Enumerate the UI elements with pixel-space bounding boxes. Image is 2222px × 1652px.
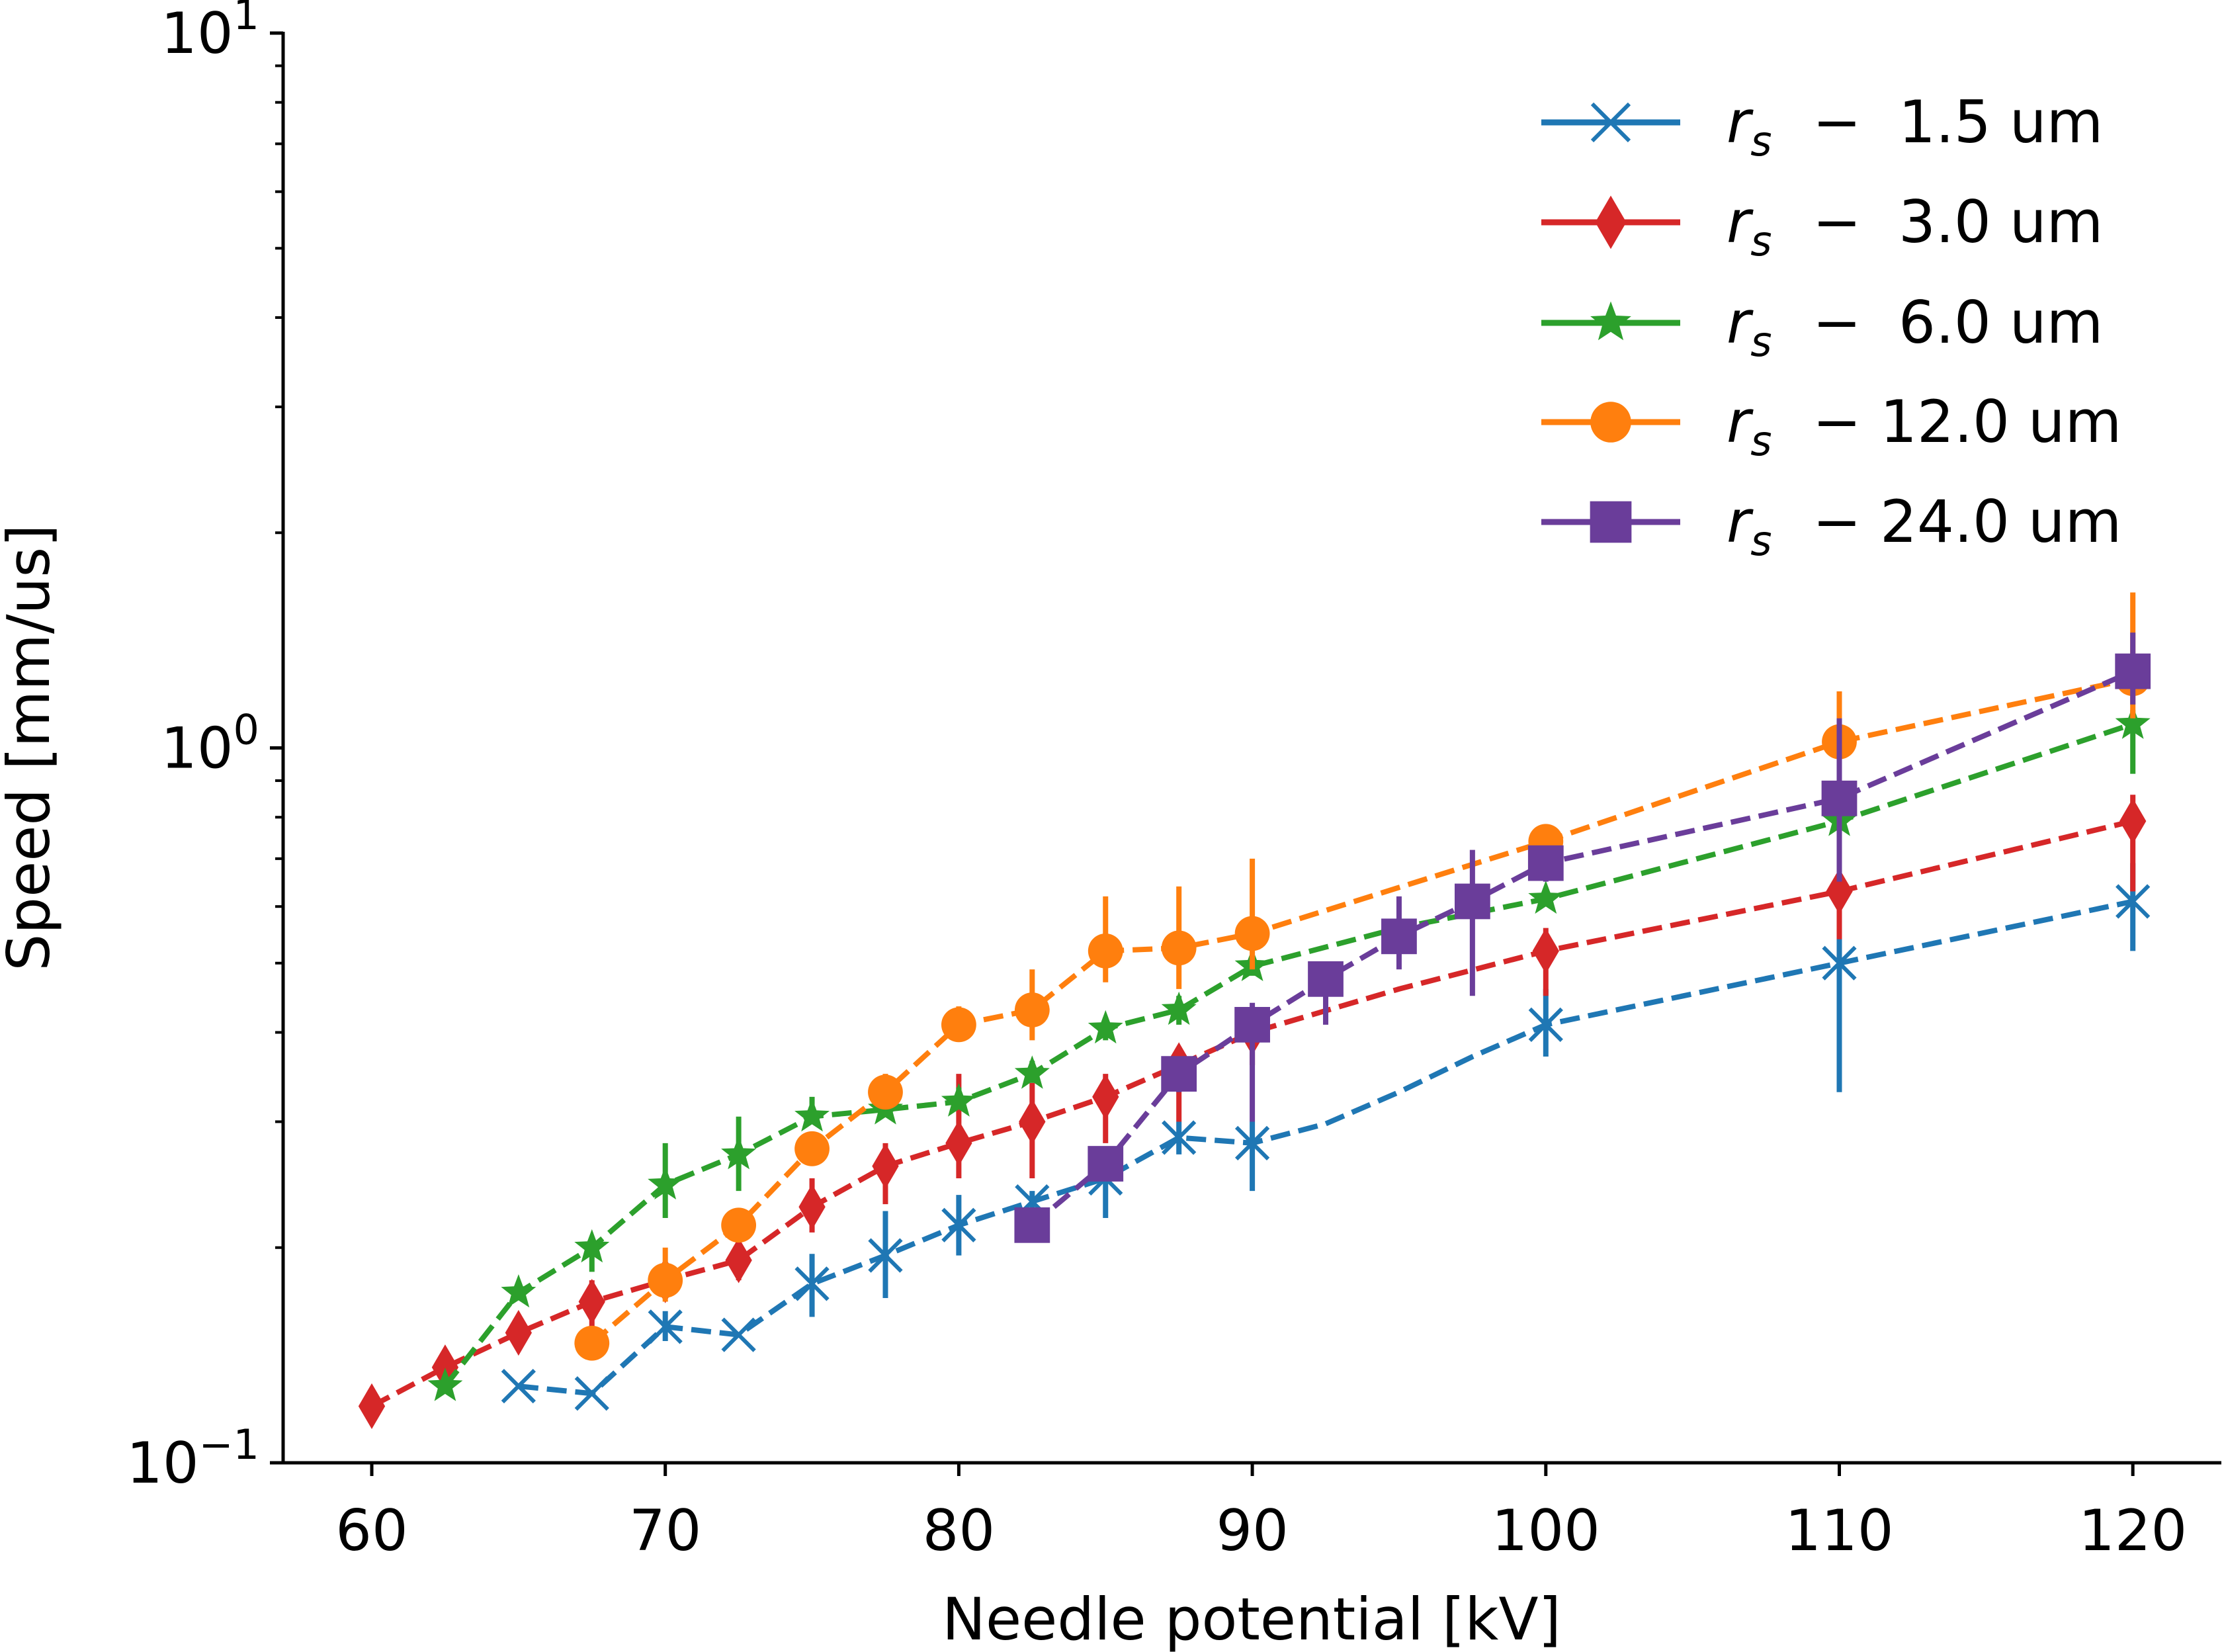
data-point bbox=[427, 1368, 463, 1401]
data-point bbox=[798, 1184, 826, 1230]
data-point bbox=[648, 1309, 683, 1344]
legend-item: rs −12.0 um bbox=[1541, 388, 2121, 465]
series-line bbox=[590, 675, 2134, 1346]
data-point bbox=[1381, 918, 1417, 955]
data-point bbox=[648, 1262, 683, 1298]
x-tick-label: 80 bbox=[923, 1498, 995, 1564]
data-point bbox=[868, 1074, 903, 1110]
x-ticks: 60 70 80 90 100 110 120 bbox=[335, 1463, 2187, 1564]
data-point bbox=[868, 1238, 903, 1273]
y-tick-label: 100 bbox=[161, 706, 259, 782]
x-tick-label: 120 bbox=[2078, 1498, 2187, 1564]
data-point bbox=[1014, 1055, 1050, 1089]
legend-item: rs − 3.0 um bbox=[1541, 188, 2103, 265]
data-point bbox=[1088, 933, 1123, 969]
data-point bbox=[2115, 653, 2151, 689]
data-point bbox=[872, 1143, 899, 1190]
data-point bbox=[1019, 1098, 1046, 1145]
y-tick-label: 10−1 bbox=[126, 1420, 259, 1497]
data-point bbox=[721, 1207, 757, 1243]
x-tick-label: 60 bbox=[335, 1498, 407, 1564]
data-point bbox=[501, 1369, 536, 1404]
series-line bbox=[518, 898, 2134, 1397]
legend-marker bbox=[1590, 402, 1631, 443]
data-point bbox=[1527, 845, 1564, 881]
x-tick-label: 90 bbox=[1216, 1498, 1288, 1564]
data-point bbox=[941, 1083, 976, 1117]
data-point bbox=[1528, 880, 1564, 914]
legend-marker bbox=[1590, 501, 1632, 543]
data-point bbox=[945, 1120, 972, 1166]
legend-marker bbox=[1595, 195, 1627, 249]
data-point bbox=[1088, 1010, 1123, 1044]
data-point bbox=[1821, 780, 1858, 816]
legend-item: rs − 6.0 um bbox=[1541, 288, 2103, 366]
data-point bbox=[794, 1098, 830, 1132]
data-point bbox=[794, 1266, 830, 1301]
data-point bbox=[1161, 991, 1197, 1025]
data-point bbox=[2115, 705, 2151, 739]
data-point bbox=[505, 1309, 533, 1356]
data-point bbox=[725, 1237, 752, 1283]
data-point bbox=[501, 1274, 536, 1308]
series-3 bbox=[427, 705, 2151, 1401]
data-point bbox=[1826, 868, 1853, 914]
series-4 bbox=[574, 592, 2151, 1361]
data-point bbox=[794, 1131, 830, 1166]
series-line bbox=[370, 818, 2134, 1409]
legend-item: rs −24.0 um bbox=[1541, 488, 2121, 565]
y-axis-label: Speed [mm/us] bbox=[0, 524, 63, 971]
data-point bbox=[1088, 1146, 1124, 1182]
y-tick-label: 101 bbox=[161, 0, 259, 67]
data-point bbox=[1234, 1125, 1270, 1160]
legend-label: rs −24.0 um bbox=[1727, 488, 2121, 565]
data-point bbox=[574, 1376, 609, 1411]
data-point bbox=[941, 1007, 976, 1043]
data-point bbox=[574, 1325, 610, 1361]
series-line bbox=[1030, 669, 2134, 1227]
data-point bbox=[1161, 930, 1197, 966]
data-point bbox=[574, 1229, 610, 1263]
y-ticks: 10−1 100 101 bbox=[126, 0, 283, 1497]
data-point bbox=[1234, 1007, 1270, 1043]
x-tick-label: 110 bbox=[1785, 1498, 1893, 1564]
series-5 bbox=[1014, 632, 2151, 1243]
series-line bbox=[443, 721, 2134, 1388]
legend-label: rs − 3.0 um bbox=[1727, 188, 2103, 265]
data-point bbox=[1454, 883, 1490, 920]
data-point bbox=[1528, 1007, 1563, 1043]
legend: rs − 1.5 um rs − 3.0 um rs − 6.0 um rs −12.0 um… bbox=[1541, 88, 2121, 565]
legend-label: rs −12.0 um bbox=[1727, 388, 2121, 465]
data-point bbox=[1532, 928, 1559, 974]
data-point bbox=[721, 1317, 756, 1352]
x-tick-label: 100 bbox=[1492, 1498, 1600, 1564]
data-point bbox=[1234, 916, 1270, 951]
data-point bbox=[1014, 992, 1050, 1027]
data-point bbox=[1162, 1120, 1197, 1155]
legend-label: rs − 6.0 um bbox=[1727, 288, 2103, 366]
legend-marker bbox=[1590, 301, 1631, 341]
data-point bbox=[941, 1207, 976, 1242]
data-point bbox=[2119, 798, 2147, 844]
x-tick-label: 70 bbox=[629, 1498, 701, 1564]
data-point bbox=[721, 1136, 757, 1170]
data-point bbox=[358, 1383, 386, 1430]
data-point bbox=[648, 1166, 683, 1199]
data-point bbox=[1161, 1056, 1197, 1092]
x-axis-label: Needle potential [kV] bbox=[942, 1585, 1561, 1652]
data-point bbox=[2115, 884, 2151, 919]
data-point bbox=[578, 1278, 605, 1325]
series-layer bbox=[358, 592, 2151, 1430]
legend-label: rs − 1.5 um bbox=[1727, 88, 2103, 165]
data-point bbox=[1014, 1207, 1050, 1243]
data-point bbox=[1092, 1074, 1119, 1120]
data-point bbox=[1822, 945, 1857, 980]
data-point bbox=[1308, 961, 1344, 997]
legend-marker bbox=[1590, 102, 1631, 143]
legend-item: rs − 1.5 um bbox=[1541, 88, 2103, 165]
